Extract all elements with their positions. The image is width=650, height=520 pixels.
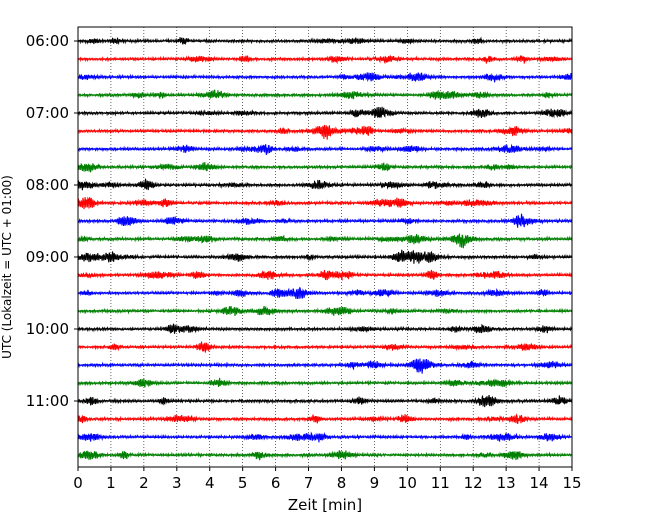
seismic-trace (77, 213, 573, 228)
x-tick-label: 7 (304, 474, 314, 492)
seismic-traces (77, 36, 573, 461)
y-tick-label: 07:00 (26, 104, 69, 122)
x-tick-label: 5 (238, 474, 248, 492)
x-tick-label: 0 (73, 474, 83, 492)
seismic-trace (77, 341, 573, 353)
seismic-trace (77, 249, 573, 264)
seismic-trace (77, 106, 573, 119)
seismic-trace (77, 54, 573, 65)
seismic-trace (77, 358, 573, 374)
x-tick-label: 14 (530, 474, 549, 492)
seismic-trace (77, 124, 573, 140)
y-tick-label: 10:00 (26, 320, 69, 338)
x-tick-label: 4 (205, 474, 215, 492)
seismic-trace (77, 196, 573, 210)
seismic-trace (77, 305, 573, 317)
minute-grid (110, 27, 540, 467)
seismic-trace (77, 89, 573, 100)
x-tick-label: 15 (562, 474, 581, 492)
y-tick-label: 08:00 (26, 176, 69, 194)
x-axis-ticks: 0 1 2 3 4 5 6 7 8 9 10 11 12 13 14 15 (73, 467, 582, 492)
seismic-trace (77, 450, 573, 461)
seismic-trace (77, 143, 573, 156)
y-axis-label: UTC (Lokalzeit = UTC + 01:00) (0, 175, 14, 359)
seismic-trace (77, 269, 573, 281)
seismic-trace (77, 178, 573, 191)
x-tick-label: 2 (139, 474, 149, 492)
y-tick-label: 11:00 (26, 392, 69, 410)
axes-frame (77, 26, 573, 468)
x-tick-label: 12 (464, 474, 483, 492)
seismic-trace (77, 394, 573, 408)
seismic-trace (77, 323, 573, 334)
y-tick-label: 09:00 (26, 248, 69, 266)
x-tick-label: 6 (271, 474, 281, 492)
x-tick-label: 9 (370, 474, 380, 492)
x-tick-label: 13 (497, 474, 516, 492)
seismic-trace (77, 36, 573, 46)
seismic-trace (77, 287, 573, 300)
seismic-trace (77, 377, 573, 388)
x-tick-label: 1 (106, 474, 116, 492)
seismic-trace (77, 233, 573, 249)
y-tick-label: 06:00 (26, 32, 69, 50)
x-tick-label: 11 (431, 474, 450, 492)
y-axis-ticks: 06:00 07:00 08:00 09:00 10:00 11:00 (26, 32, 78, 410)
x-axis-label: Zeit [min] (288, 496, 362, 514)
seismic-trace (77, 431, 573, 443)
seismic-trace (77, 413, 573, 424)
seismic-trace (77, 162, 573, 173)
x-tick-label: 10 (398, 474, 417, 492)
seismic-trace (77, 72, 573, 83)
x-tick-label: 8 (337, 474, 347, 492)
x-tick-label: 3 (172, 474, 182, 492)
